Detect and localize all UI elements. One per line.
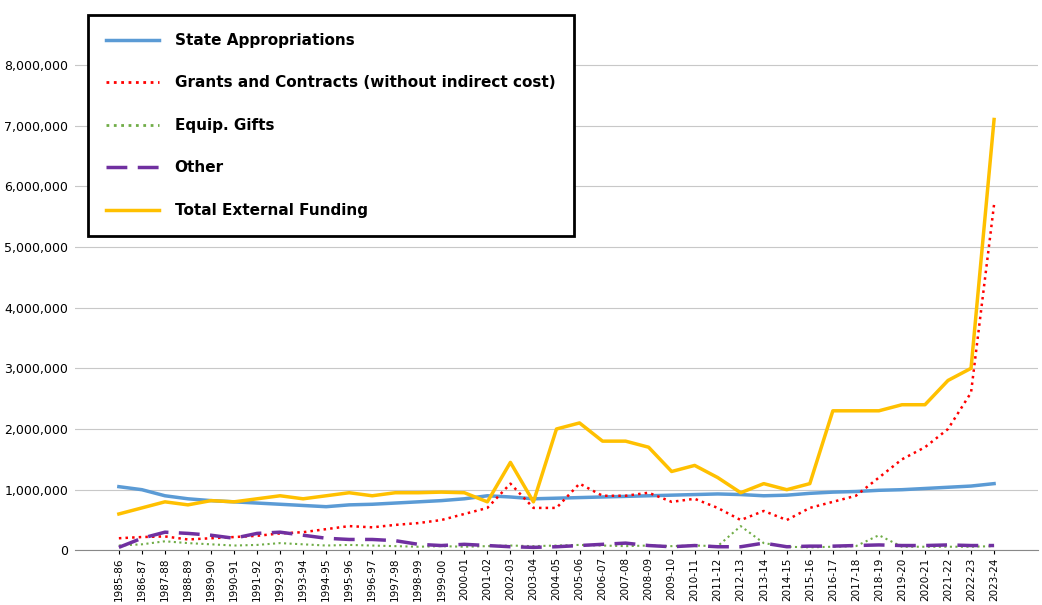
Legend: State Appropriations, Grants and Contracts (without indirect cost), Equip. Gifts: State Appropriations, Grants and Contrac… bbox=[88, 15, 573, 236]
